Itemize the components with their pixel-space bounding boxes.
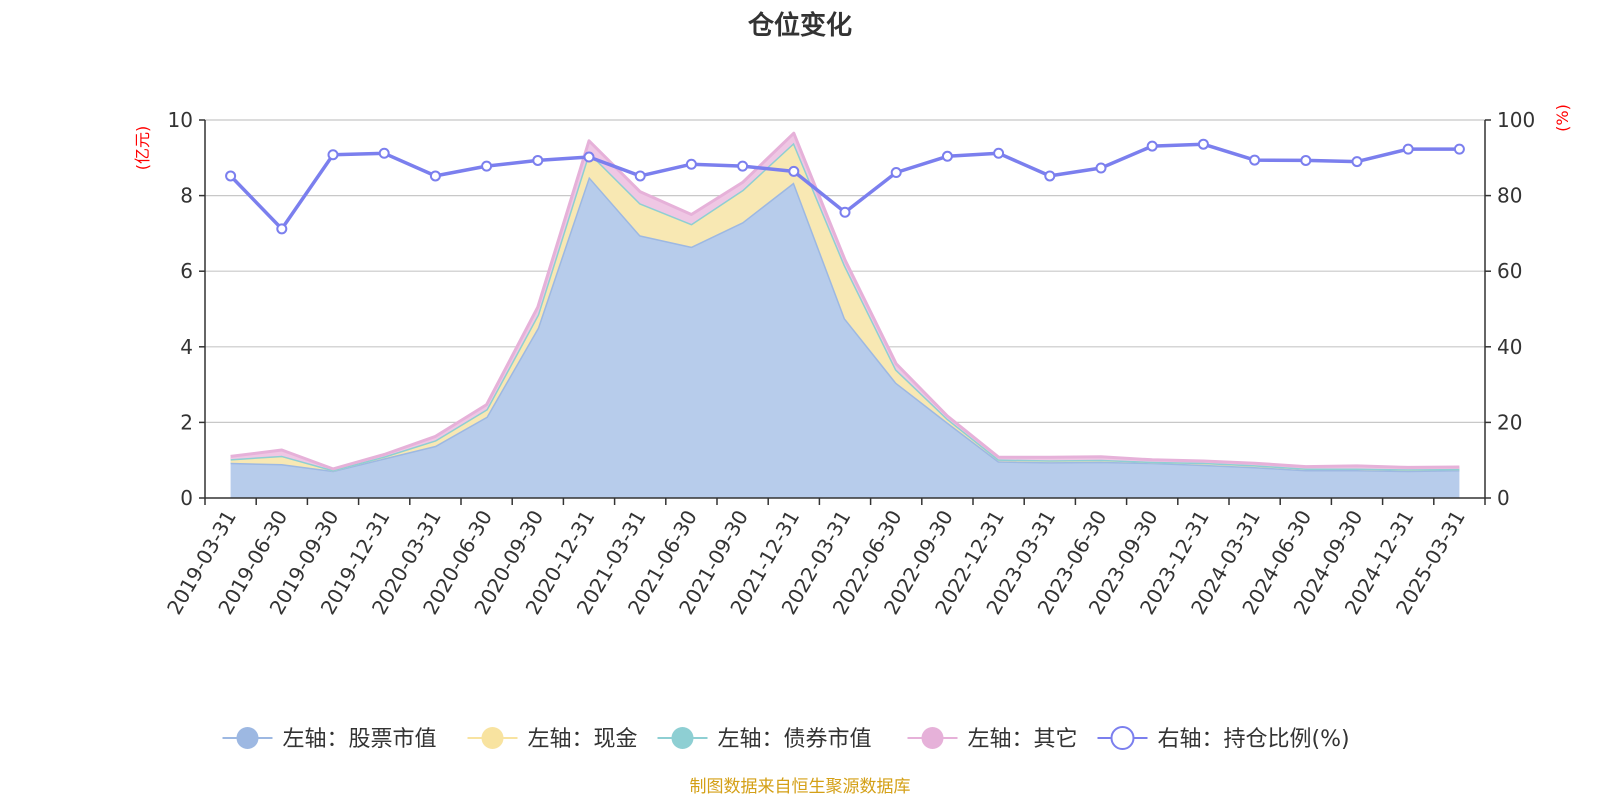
area-band [230, 142, 1460, 471]
ratio-point[interactable] [941, 150, 953, 162]
left-tick-label: 2 [180, 410, 193, 434]
ratio-point[interactable] [1197, 138, 1209, 150]
right-tick-label: 0 [1497, 486, 1510, 510]
legend: 左轴：股票市值 左轴：现金 左轴：债券市值 左轴：其它 右轴：持仓比例(%) [222, 726, 1350, 752]
stacked-areas [230, 131, 1460, 498]
legend-item[interactable]: 左轴：股票市值 [222, 727, 437, 752]
legend-item[interactable]: 右轴：持仓比例(%) [1097, 726, 1350, 752]
ratio-point[interactable] [225, 170, 237, 182]
legend-marker-icon [481, 727, 504, 749]
ratio-point[interactable] [737, 160, 749, 172]
left-tick-label: 6 [180, 259, 193, 283]
left-tick-label: 4 [180, 335, 193, 359]
ratio-point[interactable] [788, 165, 800, 177]
right-tick-label: 60 [1497, 259, 1522, 283]
left-tick-label: 0 [180, 486, 193, 510]
right-tick-label: 100 [1497, 108, 1535, 132]
legend-label: 左轴：现金 [528, 727, 638, 752]
right-tick-label: 80 [1497, 184, 1522, 208]
data-source-note: 制图数据来自恒生聚源数据库 [690, 777, 911, 797]
legend-label: 右轴：持仓比例(%) [1158, 727, 1350, 752]
ratio-point[interactable] [634, 170, 646, 182]
legend-marker-icon [1110, 726, 1135, 750]
ratio-point[interactable] [429, 170, 441, 182]
ratio-point[interactable] [583, 151, 595, 163]
legend-item[interactable]: 左轴：债券市值 [657, 727, 872, 752]
legend-marker-icon [671, 727, 694, 749]
legend-marker-icon [236, 727, 259, 749]
chart-title: 仓位变化 [747, 10, 852, 41]
legend-label: 左轴：股票市值 [283, 727, 437, 752]
ratio-point[interactable] [481, 160, 493, 172]
left-tick-label: 10 [168, 108, 193, 132]
legend-item[interactable]: 左轴：其它 [907, 727, 1078, 752]
right-axis-unit: (%) [1553, 104, 1572, 132]
ratio-point[interactable] [378, 147, 390, 159]
ratio-point[interactable] [1402, 143, 1414, 155]
ratio-point[interactable] [685, 158, 697, 170]
legend-label: 左轴：其它 [968, 727, 1078, 752]
legend-item[interactable]: 左轴：现金 [467, 727, 638, 752]
area-top-line [230, 131, 1460, 471]
ratio-point[interactable] [890, 167, 902, 179]
legend-marker-icon [921, 727, 944, 749]
right-tick-label: 20 [1497, 410, 1522, 434]
legend-label: 左轴：债券市值 [718, 727, 872, 752]
ratio-point[interactable] [1453, 143, 1465, 155]
ratio-point[interactable] [1249, 154, 1261, 166]
ratio-point[interactable] [1146, 140, 1158, 152]
area-band [230, 176, 1460, 498]
ratio-point[interactable] [1351, 156, 1363, 168]
ratio-point[interactable] [1044, 170, 1056, 182]
right-tick-label: 40 [1497, 335, 1522, 359]
ratio-point[interactable] [327, 149, 339, 161]
ratio-point[interactable] [993, 147, 1005, 159]
ratio-point[interactable] [276, 223, 288, 235]
ratio-point[interactable] [532, 154, 544, 166]
left-axis-unit: (亿元) [133, 126, 152, 171]
position-ratio-series [225, 138, 1465, 235]
ratio-point[interactable] [1300, 154, 1312, 166]
left-tick-label: 8 [180, 184, 193, 208]
ratio-point[interactable] [1095, 162, 1107, 174]
ratio-point[interactable] [839, 206, 851, 218]
